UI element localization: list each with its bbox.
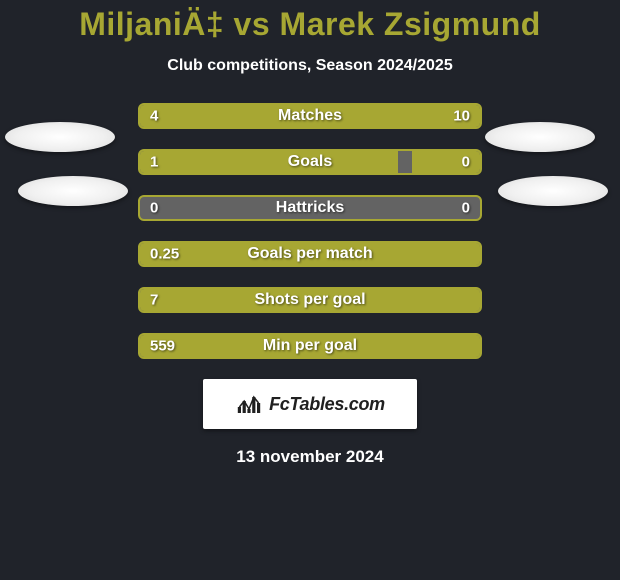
stat-fill-left [140,151,398,173]
stat-value-left: 559 [150,338,175,355]
date-label: 13 november 2024 [0,447,620,467]
stat-label: Goals per match [247,245,372,263]
stat-label: Matches [278,107,342,125]
stat-bar: 559 Min per goal [138,333,482,359]
stat-value-left: 0 [150,200,158,217]
logo-text: FcTables.com [269,394,385,415]
player-oval-left [18,176,128,206]
subtitle: Club competitions, Season 2024/2025 [0,57,620,75]
stat-value-left: 4 [150,108,158,125]
stat-bar: 4 10 Matches [138,103,482,129]
stat-fill-right [237,105,480,127]
stat-value-left: 7 [150,292,158,309]
stat-label: Min per goal [263,337,357,355]
stat-bar: 0.25 Goals per match [138,241,482,267]
stat-label: Hattricks [276,199,344,217]
stat-bar: 1 0 Goals [138,149,482,175]
bars-icon [235,393,263,415]
stat-value-left: 1 [150,154,158,171]
stat-value-right: 0 [462,200,470,217]
stat-label: Shots per goal [254,291,365,309]
stat-bar: 7 Shots per goal [138,287,482,313]
stat-value-right: 10 [453,108,470,125]
fctables-logo: FcTables.com [203,379,417,429]
player-oval-left [5,122,115,152]
stat-bar: 0 0 Hattricks [138,195,482,221]
page-title: MiljaniÄ‡ vs Marek Zsigmund [0,0,620,43]
stat-label: Goals [288,153,332,171]
stat-value-left: 0.25 [150,246,179,263]
player-oval-right [485,122,595,152]
player-oval-right [498,176,608,206]
stat-value-right: 0 [462,154,470,171]
